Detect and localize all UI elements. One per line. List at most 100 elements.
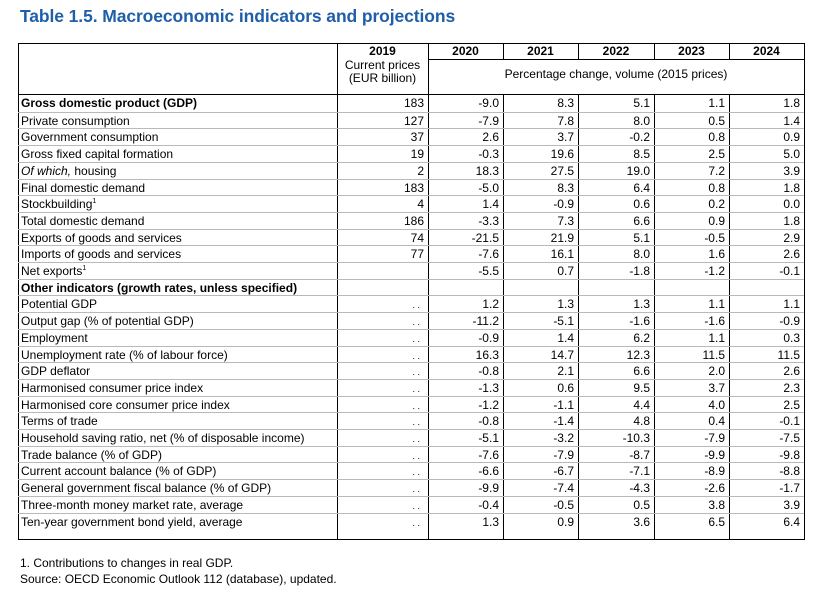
value-cell: 2.3 [783,380,800,395]
table-row: Government consumption 37 2.6 3.7 -0.2 0.8 0.9 [18,128,804,146]
value-cell: 3.7 [557,130,574,145]
not-available-cell: . . [412,333,420,344]
row-label-text: Terms of trade [21,414,98,429]
row-label: GDP deflator [21,363,90,380]
table-row: Exports of goods and services 74 -21.5 21.9… [18,228,804,247]
value-cell: 8.3 [557,96,574,110]
value-cell: 183 [403,96,424,110]
value-cell: 8.5 [633,147,650,162]
value-cell: 0.5 [708,113,725,128]
value-cell: 7.2 [708,163,725,178]
value-cell: 9.5 [633,380,650,395]
value-cell: 21.9 [550,230,574,245]
value-cell: -0.9 [553,197,574,212]
row-label-text: Employment [21,330,88,345]
value-cell: -5.5 [478,264,499,278]
value-cell: 8.3 [557,180,574,195]
not-available-cell: . . [412,350,420,361]
value-cell: 1.3 [482,514,499,529]
value-cell: 16.1 [550,247,574,262]
table-row: Current account balance (% of GDP) . . -6.… [18,462,804,480]
value-cell: 1.3 [633,297,650,312]
row-label-text: Gross fixed capital formation [21,147,174,162]
value-cell: 6.4 [633,180,650,195]
value-cell: -9.0 [478,96,499,110]
value-cell [578,280,650,297]
notes: 1. Contributions to changes in real GDP.… [20,555,337,587]
value-cell: -1.7 [779,481,800,496]
table-row: Final domestic demand 183 -5.0 8.3 6.4 0.8 1.8 [18,178,804,197]
value-cell: 16.3 [475,347,499,362]
value-cell: 3.8 [708,497,725,512]
table-row: Potential GDP . . 1.2 1.3 1.3 1.1 1.1 [18,295,804,313]
table-row: Harmonised consumer price index . . -1.3 0.… [18,378,804,397]
value-cell: -3.2 [553,431,574,445]
value-cell: 2.0 [708,364,725,379]
table-left-border [18,43,19,540]
value-cell: 1.1 [708,330,725,345]
value-cell: -0.3 [478,147,499,162]
value-cell: 2.1 [557,364,574,379]
row-label: Harmonised consumer price index [21,380,203,397]
value-cell: 3.9 [783,163,800,178]
row-label: Current account balance (% of GDP) [21,463,216,480]
value-cell: 5.1 [633,96,650,110]
value-cell: -5.0 [478,180,499,195]
row-label-text: Output gap (% of potential GDP) [21,314,194,329]
row-label-text: Potential GDP [21,297,98,312]
value-cell: -0.1 [779,264,800,278]
value-cell [337,263,424,280]
value-cell: 4 [417,197,424,212]
header-year-2022: 2022 [602,44,630,58]
not-available-cell: . . [412,467,420,478]
value-cell: 0.4 [708,414,725,429]
value-cell: 0.8 [708,130,725,145]
value-cell: 4.8 [633,414,650,429]
value-cell: -11.2 [472,314,499,329]
value-cell: 1.1 [708,297,725,312]
value-cell: -10.3 [622,431,650,445]
row-label-text: Government consumption [21,130,159,145]
table-row: Household saving ratio, net (% of dispos… [18,429,804,447]
row-label-text: Private consumption [21,113,130,128]
value-cell: 18.3 [475,163,499,178]
row-label-text: Stockbuilding [21,197,93,212]
row-label: Unemployment rate (% of labour force) [21,347,228,364]
body-divider-2020 [503,94,504,540]
body-divider-2022 [654,94,655,540]
value-cell: 3.7 [708,380,725,395]
col-divider-2020 [503,43,504,60]
header-2019-sub1: Current prices [344,58,421,72]
not-available-cell: . . [412,500,420,511]
year-row-divider [428,59,804,60]
value-cell: -5.1 [553,314,574,329]
row-label: Other indicators (growth rates, unless s… [21,280,297,297]
row-label: Trade balance (% of GDP) [21,447,162,464]
table-title: Table 1.5. Macroeconomic indicators and … [20,6,456,26]
value-cell: 2.6 [482,130,499,145]
table-row: Employment . . -0.9 1.4 6.2 1.1 0.3 [18,328,804,347]
value-cell: -9.8 [779,447,800,462]
value-cell: 11.5 [702,347,725,362]
col-divider-label [337,43,338,540]
value-cell: -7.4 [553,481,574,496]
value-cell: 1.1 [783,297,800,312]
value-cell: 2.5 [708,147,725,162]
not-available-cell: . . [412,383,420,394]
value-cell: 12.3 [626,347,650,362]
value-cell: 74 [410,230,424,245]
value-cell: 7.3 [557,213,574,228]
value-cell: 6.4 [783,514,800,529]
value-cell: 7.8 [557,113,574,128]
table-row: GDP deflator . . -0.8 2.1 6.6 2.0 2.6 [18,362,804,380]
row-label-text: Harmonised consumer price index [21,380,204,395]
header-year-2023: 2023 [678,44,705,58]
value-cell: -7.6 [478,447,499,462]
row-label: Gross fixed capital formation [21,146,173,163]
header-2019-sub2: (EUR billion) [348,71,417,85]
value-cell: -7.9 [478,113,499,128]
table-row: Ten-year government bond yield, average.… [18,512,804,531]
value-cell: -1.8 [629,264,650,278]
value-cell: -0.4 [478,497,499,512]
value-cell: -9.9 [704,447,725,462]
